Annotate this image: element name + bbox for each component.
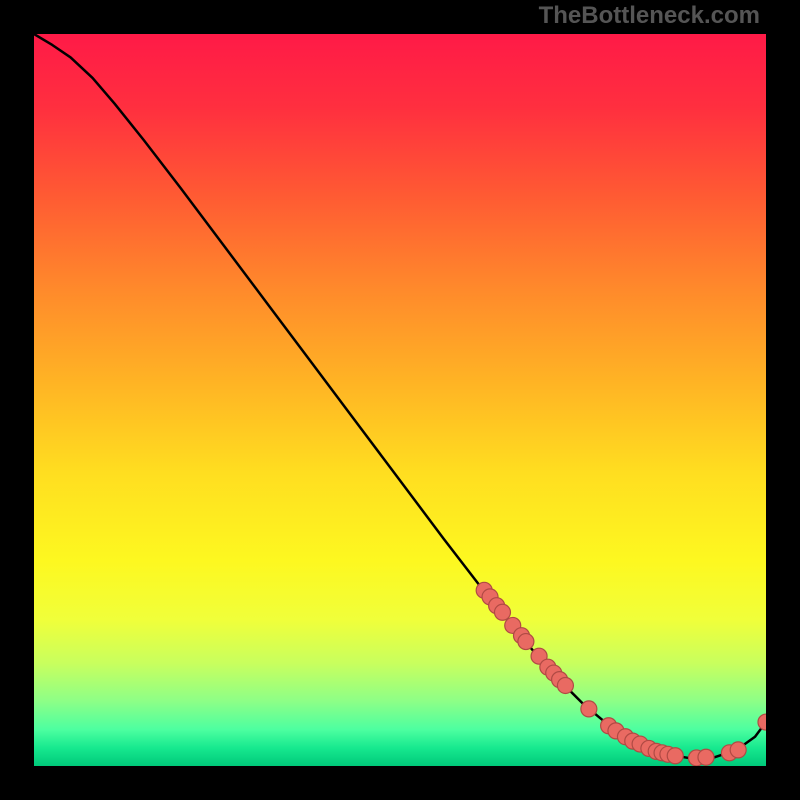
gradient-background [34, 34, 766, 766]
curve-marker [518, 634, 534, 650]
curve-marker [730, 742, 746, 758]
curve-marker [667, 748, 683, 764]
plot-area [34, 34, 766, 766]
curve-marker [494, 604, 510, 620]
chart-frame: TheBottleneck.com [0, 0, 800, 800]
curve-marker [698, 749, 714, 765]
curve-marker [581, 701, 597, 717]
watermark-text: TheBottleneck.com [539, 2, 760, 30]
curve-marker [557, 677, 573, 693]
chart-svg [34, 34, 766, 766]
